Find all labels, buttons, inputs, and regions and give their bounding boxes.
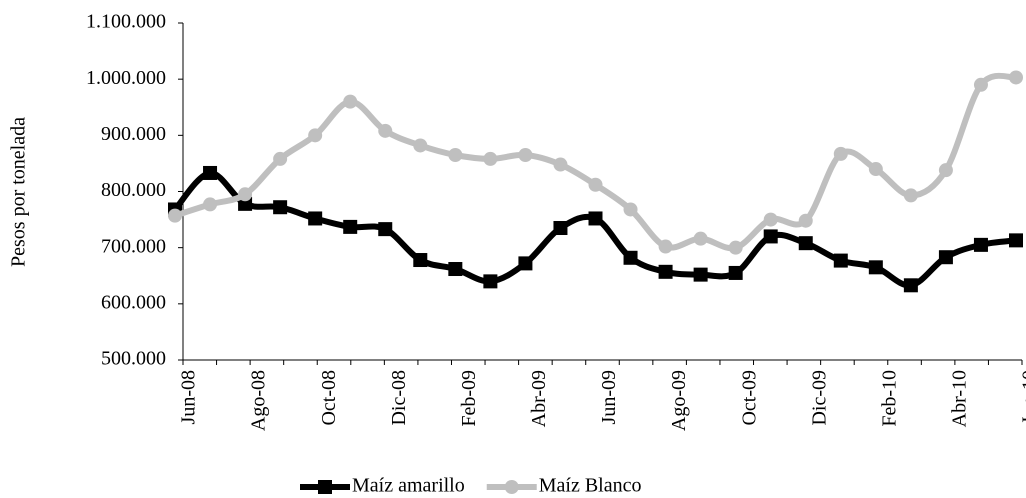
point [588, 177, 603, 192]
point [693, 231, 708, 246]
point [343, 219, 358, 234]
point [658, 239, 673, 254]
x-tick-label: Feb-10 [878, 370, 900, 427]
y-tick-label: 1.100.000 [86, 11, 166, 33]
point [938, 250, 953, 265]
point [168, 208, 182, 223]
point [203, 197, 218, 212]
point [483, 151, 498, 166]
point [973, 77, 988, 92]
point [413, 138, 428, 153]
point [518, 256, 533, 271]
point [378, 123, 393, 138]
x-tick-label: Feb-09 [458, 370, 480, 427]
point [308, 211, 323, 226]
x-tick-label: Jun-09 [598, 370, 620, 424]
point [623, 250, 638, 265]
y-axis-label: Pesos por tonelada [8, 117, 30, 267]
y-tick-label: 900.000 [101, 123, 166, 145]
point [1009, 233, 1023, 248]
point [588, 211, 603, 226]
point [763, 229, 778, 244]
point [413, 253, 428, 268]
x-tick-label: Dic-09 [808, 370, 830, 426]
point [728, 265, 743, 280]
point [833, 146, 848, 161]
point [623, 202, 638, 217]
point [448, 147, 463, 162]
point [798, 213, 813, 228]
x-tick-label: Oct-08 [318, 370, 340, 426]
point [553, 221, 568, 236]
legend-marker [504, 480, 519, 494]
point [868, 162, 883, 177]
legend-label: Maíz amarillo [352, 475, 465, 497]
point [378, 222, 393, 237]
point [1009, 70, 1023, 85]
legend-marker [318, 480, 332, 494]
x-tick-label: Oct-09 [738, 370, 760, 426]
point [238, 187, 253, 202]
point [938, 163, 953, 178]
x-tick-label: Jun-10 [1019, 370, 1026, 424]
y-tick-label: 1.000.000 [86, 67, 166, 89]
x-tick-label: Dic-08 [388, 370, 410, 426]
x-tick-label: Ago-08 [248, 370, 270, 431]
point [273, 151, 288, 166]
y-tick-label: 700.000 [101, 235, 166, 257]
point [903, 278, 918, 293]
y-tick-label: 800.000 [101, 179, 166, 201]
point [973, 237, 988, 252]
point [798, 236, 813, 251]
point [448, 262, 463, 277]
x-tick-label: Ago-09 [668, 370, 690, 431]
x-tick-label: Abr-10 [949, 370, 971, 427]
point [763, 212, 778, 227]
point [343, 94, 358, 109]
y-tick-label: 600.000 [101, 291, 166, 313]
point [553, 157, 568, 172]
point [658, 264, 673, 279]
y-tick-label: 500.000 [101, 348, 166, 370]
point [833, 253, 848, 268]
legend-label: Maíz Blanco [539, 475, 642, 497]
point [308, 128, 323, 143]
point [868, 260, 883, 275]
point [518, 147, 533, 162]
x-tick-label: Abr-09 [528, 370, 550, 427]
point [483, 274, 498, 289]
x-tick-label: Jun-08 [178, 370, 200, 424]
point [693, 267, 708, 282]
point [273, 200, 288, 215]
point [728, 240, 743, 255]
point [203, 165, 218, 180]
point [903, 188, 918, 203]
